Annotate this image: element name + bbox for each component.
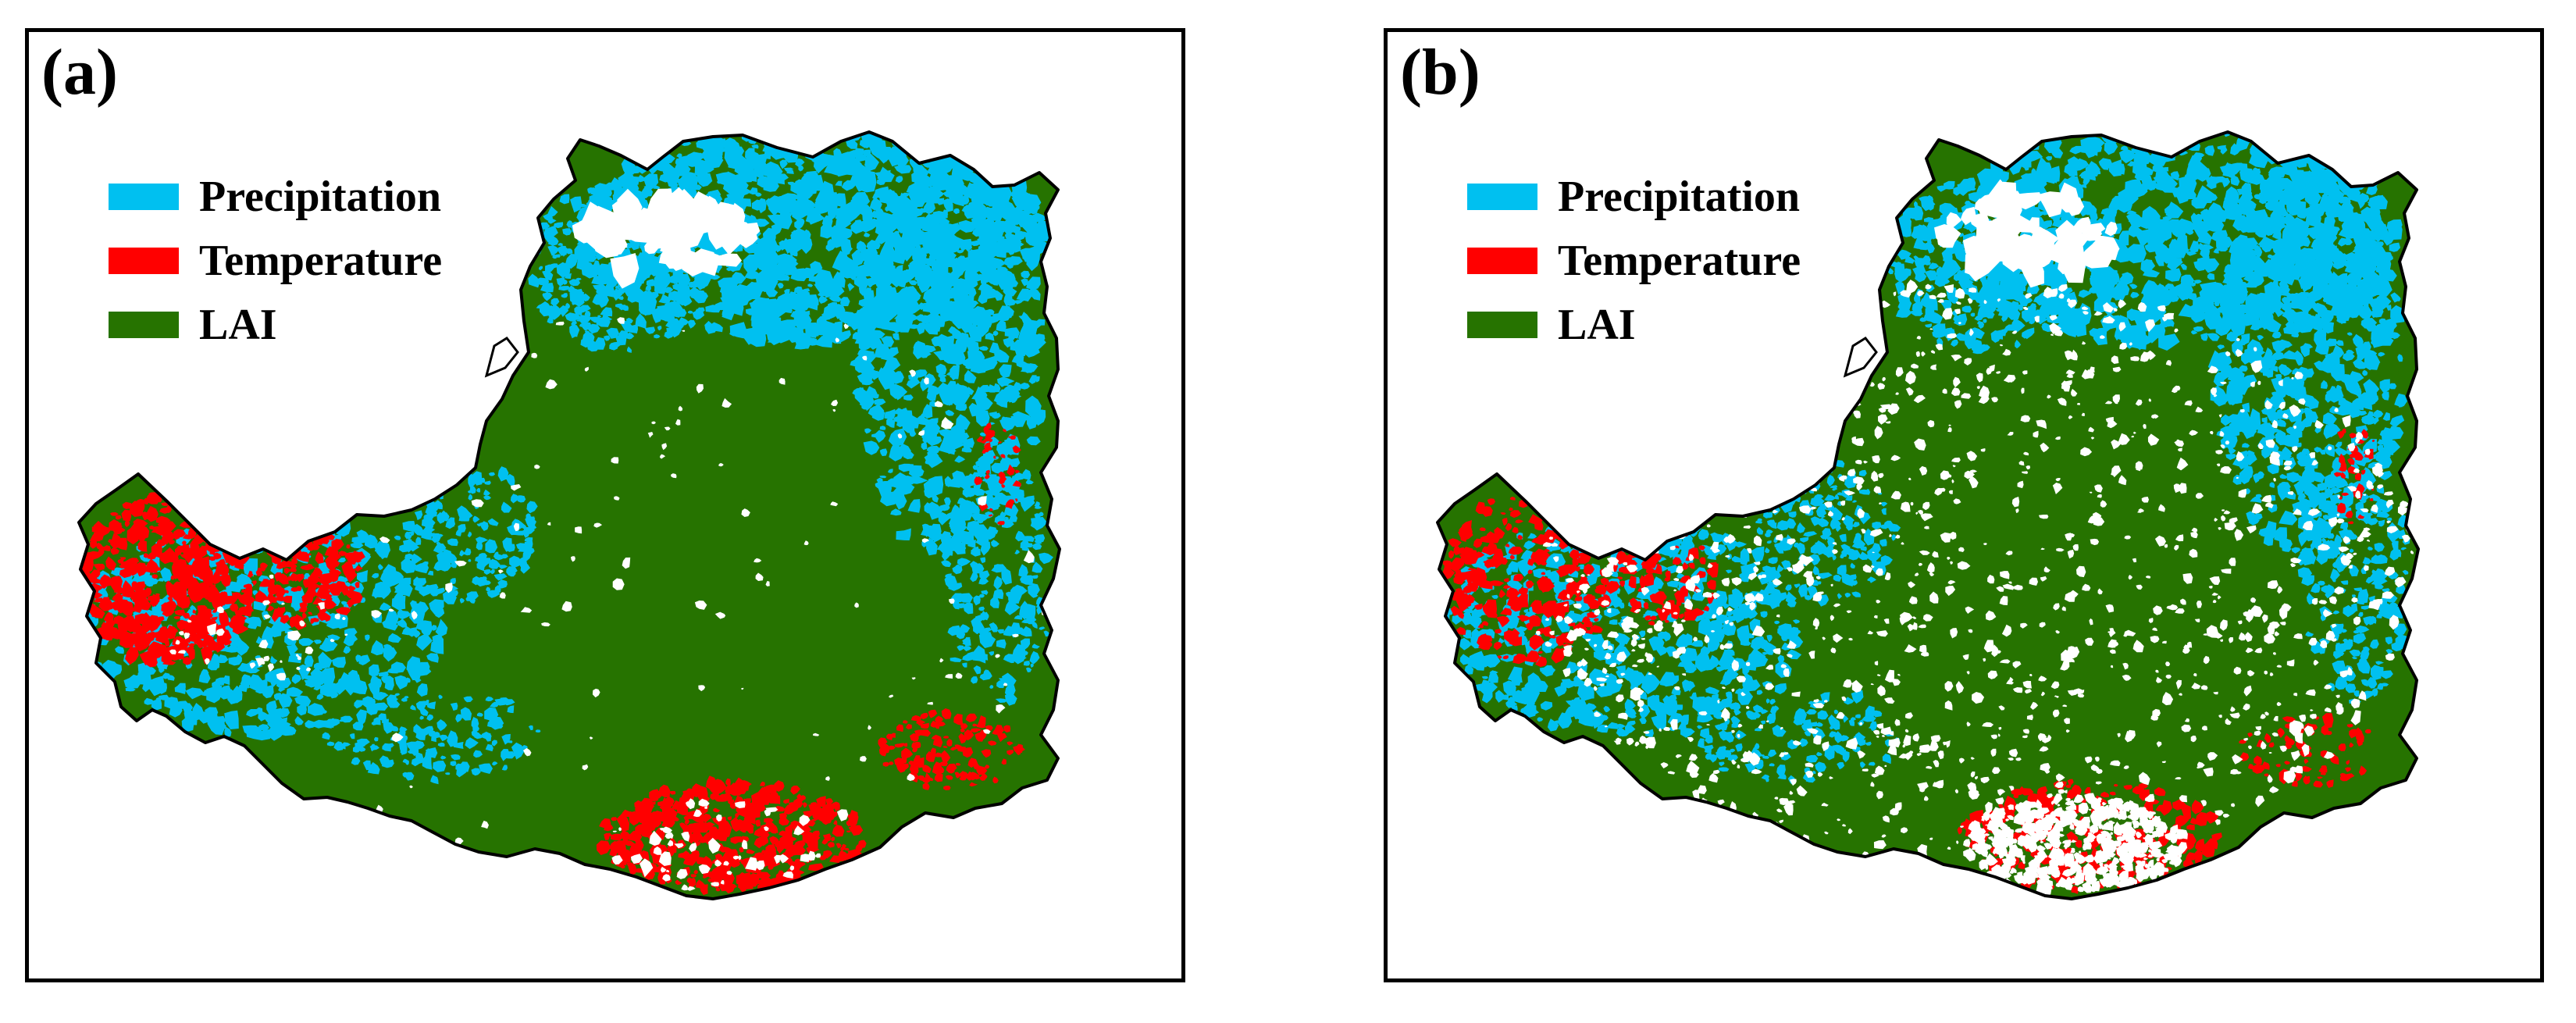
precipitation-region [939,455,1053,706]
map-raster [1438,132,2418,899]
precipitation-region [79,511,448,741]
map-a [77,130,1061,900]
legend-swatch-lai [109,312,179,338]
temperature-region [1957,779,2222,894]
inner-boundary [484,337,519,378]
legend-b: Precipitation Temperature LAI [1467,165,1801,357]
legend-label-lai: LAI [1558,301,1636,349]
legend-swatch-precipitation [109,184,179,210]
temperature-region [1441,491,1620,668]
legend-item-temperature: Temperature [109,229,442,293]
legend-label-precipitation: Precipitation [199,173,442,221]
nodata-region [1542,280,2414,876]
temperature-region [878,708,1025,790]
legend-item-lai: LAI [109,293,442,357]
precipitation-region [569,132,1052,350]
panel-label-a: (a) [41,36,118,109]
legend-a: Precipitation Temperature LAI [109,165,442,357]
legend-label-temperature: Temperature [199,237,443,285]
legend-swatch-temperature [1467,248,1537,274]
temperature-region [79,488,257,668]
panel-label-b: (b) [1400,36,1480,109]
legend-item-temperature: Temperature [1467,229,1801,293]
legend-swatch-precipitation [1467,184,1537,210]
precipitation-region [1438,511,1804,737]
legend-item-precipitation: Precipitation [1467,165,1801,229]
legend-label-lai: LAI [199,301,277,349]
nodata-region [611,798,821,891]
inner-boundary [1843,337,1878,378]
precipitation-region [850,154,1046,556]
precipitation-region [2207,154,2407,566]
precipitation-region [2297,449,2413,704]
map-raster [79,132,1060,899]
temperature-region [974,422,1022,526]
legend-item-precipitation: Precipitation [109,165,442,229]
map-panel-b: (b) Precipitation Temperature LAI [1384,28,2544,982]
map-b [1436,130,2420,900]
precipitation-region [1680,683,1901,785]
precipitation-region [322,683,541,785]
legend-label-temperature: Temperature [1558,237,1801,285]
nodata-region [1934,179,2120,288]
map-panel-a: (a) Precipitation Temperature LAI [25,28,1185,982]
nodata-region [1963,793,2188,897]
legend-swatch-lai [1467,312,1537,338]
region-outline [1436,130,2420,900]
region-outline [77,130,1061,900]
nodata-region [1535,611,1710,687]
temperature-region [255,528,365,630]
legend-item-lai: LAI [1467,293,1801,357]
legend-label-precipitation: Precipitation [1558,173,1801,221]
legend-swatch-temperature [109,248,179,274]
nodata-region [572,187,761,289]
